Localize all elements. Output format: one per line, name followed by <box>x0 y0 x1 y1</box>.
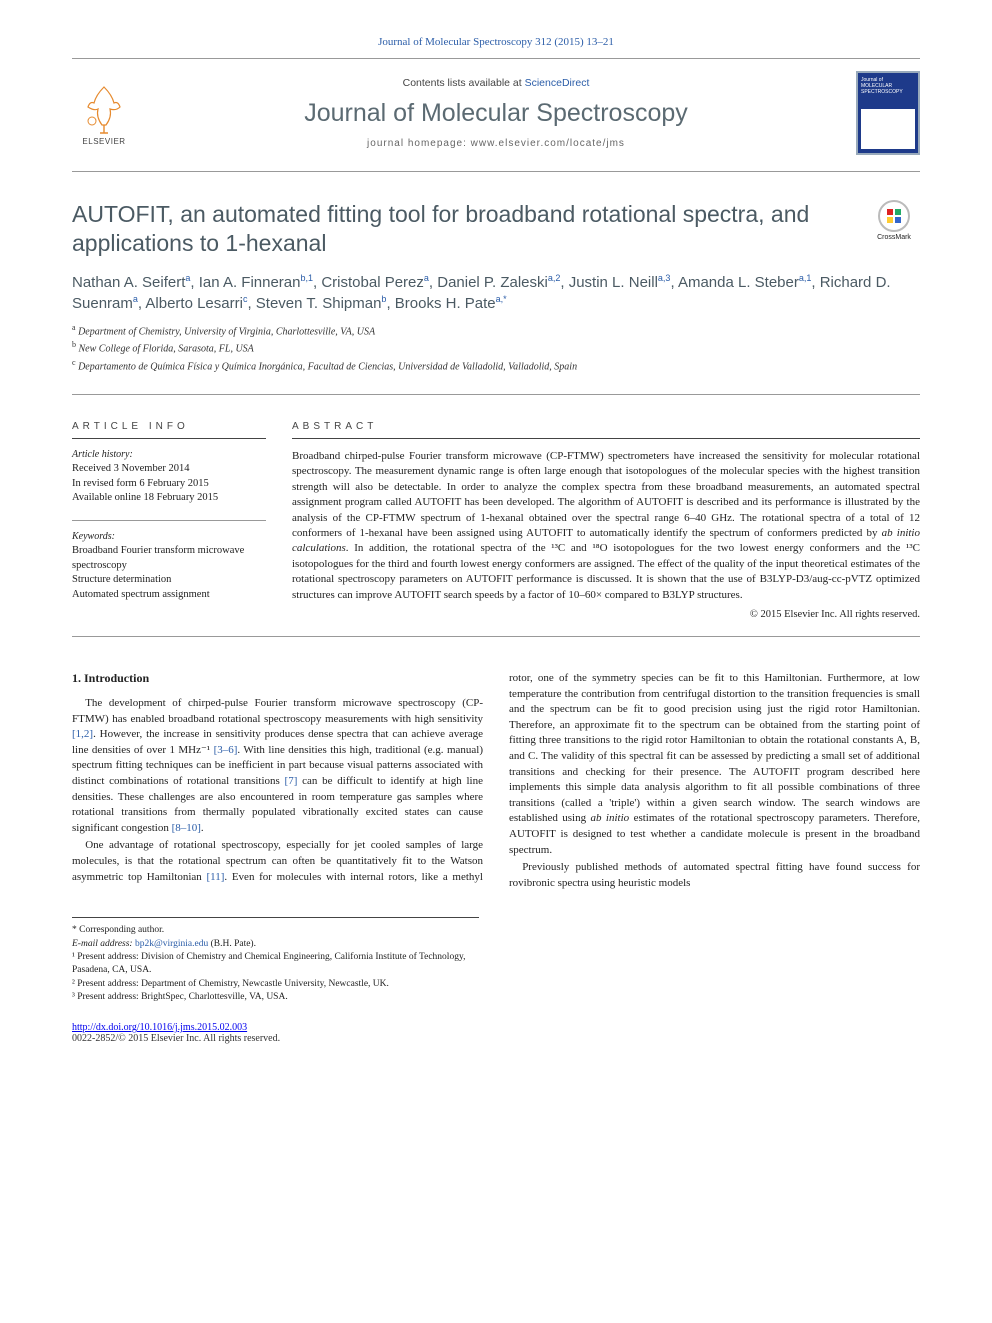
divider <box>72 58 920 59</box>
header-center: Contents lists available at ScienceDirec… <box>136 77 856 149</box>
author-list: Nathan A. Seiferta, Ian A. Finneranb,1, … <box>72 272 920 315</box>
ref-link[interactable]: [3–6] <box>214 744 238 756</box>
keywords-label: Keywords: <box>72 531 266 542</box>
email-label: E-mail address: <box>72 939 133 949</box>
abstract-text-1: Broadband chirped-pulse Fourier transfor… <box>292 450 920 539</box>
contents-available: Contents lists available at ScienceDirec… <box>136 77 856 89</box>
footer-block: http://dx.doi.org/10.1016/j.jms.2015.02.… <box>72 1022 920 1044</box>
article-info-heading: ARTICLE INFO <box>72 421 266 439</box>
footnote-1: ¹ Present address: Division of Chemistry… <box>72 951 479 978</box>
footnote-2: ² Present address: Department of Chemist… <box>72 978 479 991</box>
doi-link[interactable]: http://dx.doi.org/10.1016/j.jms.2015.02.… <box>72 1022 247 1033</box>
abstract-heading: ABSTRACT <box>292 421 920 439</box>
email-tail: (B.H. Pate). <box>208 939 256 949</box>
footnote-3: ³ Present address: BrightSpec, Charlotte… <box>72 991 479 1004</box>
article-info-column: ARTICLE INFO Article history: Received 3… <box>72 421 266 620</box>
email-line: E-mail address: bp2k@virginia.edu (B.H. … <box>72 938 479 951</box>
divider <box>72 171 920 172</box>
abstract-text-2: . In addition, the rotational spectra of… <box>292 542 920 600</box>
cover-text: Journal of MOLECULAR SPECTROSCOPY <box>858 73 918 99</box>
corresponding-author: * Corresponding author. <box>72 924 479 937</box>
publisher-name: ELSEVIER <box>82 137 125 146</box>
p1e: . <box>201 822 204 834</box>
abstract-copyright: © 2015 Elsevier Inc. All rights reserved… <box>292 609 920 620</box>
email-link[interactable]: bp2k@virginia.edu <box>135 939 208 949</box>
top-citation: Journal of Molecular Spectroscopy 312 (2… <box>72 36 920 48</box>
journal-homepage: journal homepage: www.elsevier.com/locat… <box>136 138 856 149</box>
p2-em: ab initio <box>591 812 630 824</box>
avail-prefix: Contents lists available at <box>403 77 525 89</box>
sciencedirect-link[interactable]: ScienceDirect <box>525 77 590 89</box>
intro-paragraph-3: Previously published methods of automate… <box>509 860 920 891</box>
abstract-column: ABSTRACT Broadband chirped-pulse Fourier… <box>292 421 920 620</box>
journal-name: Journal of Molecular Spectroscopy <box>136 99 856 128</box>
crossmark-label: CrossMark <box>877 234 911 241</box>
p1a: The development of chirped-pulse Fourier… <box>72 697 483 725</box>
divider <box>72 520 266 521</box>
journal-cover-thumbnail: Journal of MOLECULAR SPECTROSCOPY <box>856 71 920 155</box>
body-two-column: 1. Introduction The development of chirp… <box>72 671 920 892</box>
ref-link[interactable]: [8–10] <box>172 822 201 834</box>
article-title: AUTOFIT, an automated fitting tool for b… <box>72 200 854 258</box>
ref-link[interactable]: [11] <box>206 871 224 883</box>
issn-copyright-line: 0022-2852/© 2015 Elsevier Inc. All right… <box>72 1033 920 1044</box>
history-text: Received 3 November 2014In revised form … <box>72 462 266 506</box>
crossmark-icon <box>885 207 903 225</box>
publisher-logo: ELSEVIER <box>72 81 136 146</box>
abstract-body: Broadband chirped-pulse Fourier transfor… <box>292 449 920 603</box>
ref-link[interactable]: [1,2] <box>72 728 93 740</box>
intro-paragraph-1: The development of chirped-pulse Fourier… <box>72 696 483 836</box>
divider <box>72 636 920 637</box>
keywords-text: Broadband Fourier transform microwave sp… <box>72 544 266 603</box>
section-heading-introduction: 1. Introduction <box>72 671 483 686</box>
footnotes: * Corresponding author. E-mail address: … <box>72 917 479 1004</box>
affiliation-list: a Department of Chemistry, University of… <box>72 322 920 374</box>
journal-header: ELSEVIER Contents lists available at Sci… <box>72 65 920 165</box>
history-label: Article history: <box>72 449 266 460</box>
crossmark-badge[interactable]: CrossMark <box>868 200 920 252</box>
cover-plot-placeholder <box>861 109 915 149</box>
divider <box>72 394 920 395</box>
ref-link[interactable]: [7] <box>285 775 298 787</box>
elsevier-tree-icon <box>76 81 132 137</box>
